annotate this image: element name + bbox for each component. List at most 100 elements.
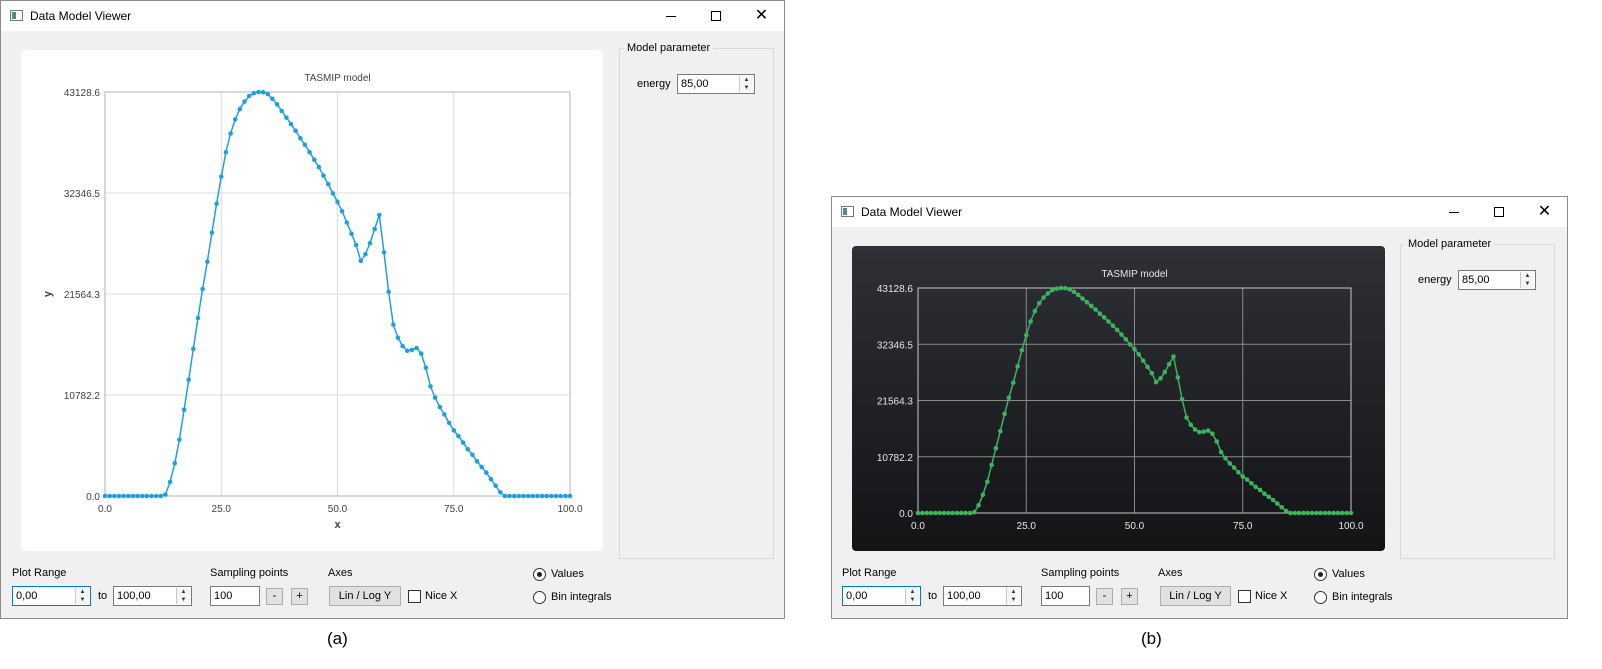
maximize-icon[interactable] xyxy=(694,1,739,31)
data-point xyxy=(1227,461,1233,466)
data-point xyxy=(302,142,308,147)
values-radio[interactable] xyxy=(533,568,546,581)
data-point xyxy=(1158,376,1163,381)
data-point xyxy=(1114,327,1120,333)
spin-up-icon[interactable]: ▲ xyxy=(180,589,187,595)
data-point xyxy=(1192,427,1198,432)
data-point xyxy=(284,115,289,120)
data-point xyxy=(1348,510,1354,516)
spin-up-icon[interactable]: ▲ xyxy=(743,77,750,83)
range-to-spinbox[interactable]: 100,00 ▲ ▼ xyxy=(943,586,1022,606)
spin-up-icon[interactable]: ▲ xyxy=(1010,589,1017,595)
data-point xyxy=(1244,477,1250,482)
data-point xyxy=(1136,352,1142,357)
model-parameter-group: Model parameter energy 85,00 ▲ ▼ xyxy=(619,42,774,559)
data-point xyxy=(924,510,929,516)
data-point xyxy=(293,128,298,133)
model-parameter-title: Model parameter xyxy=(624,42,714,54)
data-point xyxy=(535,493,540,499)
data-point xyxy=(102,493,108,499)
data-point xyxy=(209,230,215,236)
lin-log-y-button[interactable]: Lin / Log Y xyxy=(329,586,401,606)
chart-plot-b[interactable]: TASMIP model 0.0 25.0 50.0 75.0 100.0 0.0 10782… xyxy=(852,246,1385,551)
x-tick-label: 0.0 xyxy=(911,521,925,532)
spin-down-icon[interactable]: ▼ xyxy=(1524,281,1531,287)
title-bar[interactable]: Data Model Viewer ✕ xyxy=(832,197,1567,227)
data-point xyxy=(349,231,354,236)
data-point xyxy=(1223,455,1228,461)
energy-spinbox[interactable]: 85,00 ▲ ▼ xyxy=(677,74,755,94)
data-point xyxy=(558,493,563,499)
increase-sampling-button[interactable]: + xyxy=(291,588,308,605)
spin-down-icon[interactable]: ▼ xyxy=(1010,597,1017,603)
app-icon xyxy=(841,206,854,217)
window-title: Data Model Viewer xyxy=(861,205,963,219)
data-point xyxy=(1149,370,1155,376)
spin-down-icon[interactable]: ▼ xyxy=(743,85,750,91)
sampling-points-field[interactable]: 100 xyxy=(210,586,260,606)
x-tick-label: 25.0 xyxy=(1017,521,1037,532)
lin-log-y-button[interactable]: Lin / Log Y xyxy=(1160,586,1231,606)
nice-x-checkbox[interactable] xyxy=(1238,590,1251,603)
data-point xyxy=(1119,332,1124,337)
x-tick-label: 100.0 xyxy=(557,504,582,515)
spin-up-icon[interactable]: ▲ xyxy=(909,589,916,595)
data-point xyxy=(460,440,466,445)
energy-spin-arrows[interactable]: ▲ ▼ xyxy=(739,76,753,92)
increase-sampling-button[interactable]: + xyxy=(1121,588,1138,605)
data-point xyxy=(172,460,178,466)
data-point xyxy=(1071,289,1077,295)
data-point xyxy=(177,437,182,443)
energy-value: 85,00 xyxy=(1462,274,1490,286)
minimize-icon[interactable] xyxy=(649,1,694,31)
values-radio[interactable] xyxy=(1314,568,1327,581)
sampling-points-value: 100 xyxy=(1045,590,1064,602)
sampling-points-field[interactable]: 100 xyxy=(1041,586,1090,606)
nice-x-checkbox[interactable] xyxy=(408,590,421,603)
spin-down-icon[interactable]: ▼ xyxy=(79,597,86,603)
energy-label: energy xyxy=(1418,274,1452,286)
data-point xyxy=(1236,470,1241,475)
y-tick-label: 10782.2 xyxy=(64,391,101,402)
range-to-arrows[interactable]: ▲ ▼ xyxy=(176,588,190,604)
title-bar[interactable]: Data Model Viewer ✕ xyxy=(1,1,784,31)
decrease-sampling-button[interactable]: - xyxy=(1096,588,1113,605)
bin-integrals-radio[interactable] xyxy=(533,591,546,604)
data-point xyxy=(502,493,508,499)
data-point xyxy=(498,490,503,495)
decrease-sampling-button[interactable]: - xyxy=(266,588,283,605)
spin-up-icon[interactable]: ▲ xyxy=(79,589,86,595)
spin-down-icon[interactable]: ▼ xyxy=(180,597,187,603)
range-to-value: 100,00 xyxy=(947,590,981,602)
close-icon[interactable]: ✕ xyxy=(754,7,769,24)
x-tick-label: 25.0 xyxy=(212,504,232,515)
data-point xyxy=(1240,474,1246,479)
data-point xyxy=(1205,428,1211,433)
data-point xyxy=(358,258,364,264)
bin-integrals-radio[interactable] xyxy=(1314,591,1327,604)
data-point xyxy=(400,343,405,349)
range-from-arrows[interactable]: ▲ ▼ xyxy=(75,588,89,604)
to-label: to xyxy=(98,590,108,602)
range-to-spinbox[interactable]: 100,00 ▲ ▼ xyxy=(113,586,192,606)
range-to-arrows[interactable]: ▲ ▼ xyxy=(1006,588,1020,604)
data-point xyxy=(1262,491,1267,496)
chart-plot-a[interactable]: TASMIP model 0.0 25.0 50.0 75.0 100.0 0.0 10782… xyxy=(21,50,603,551)
sampling-points-value: 100 xyxy=(214,590,233,602)
maximize-icon[interactable] xyxy=(1477,197,1522,227)
range-from-arrows[interactable]: ▲ ▼ xyxy=(905,588,919,604)
close-icon[interactable]: ✕ xyxy=(1537,203,1552,220)
spin-down-icon[interactable]: ▼ xyxy=(909,597,916,603)
chart-title: TASMIP model xyxy=(304,73,370,84)
energy-spinbox[interactable]: 85,00 ▲ ▼ xyxy=(1458,270,1536,290)
data-point xyxy=(191,346,196,352)
minimize-icon[interactable] xyxy=(1432,197,1477,227)
y-axis-label: y xyxy=(42,290,54,297)
spin-up-icon[interactable]: ▲ xyxy=(1524,273,1531,279)
range-from-spinbox[interactable]: 0,00 ▲ ▼ xyxy=(842,586,921,606)
data-point xyxy=(920,510,925,516)
y-tick-label: 10782.2 xyxy=(877,453,914,464)
data-point xyxy=(1110,323,1116,328)
range-from-spinbox[interactable]: 0,00 ▲ ▼ xyxy=(12,586,91,606)
energy-spin-arrows[interactable]: ▲ ▼ xyxy=(1520,272,1534,288)
